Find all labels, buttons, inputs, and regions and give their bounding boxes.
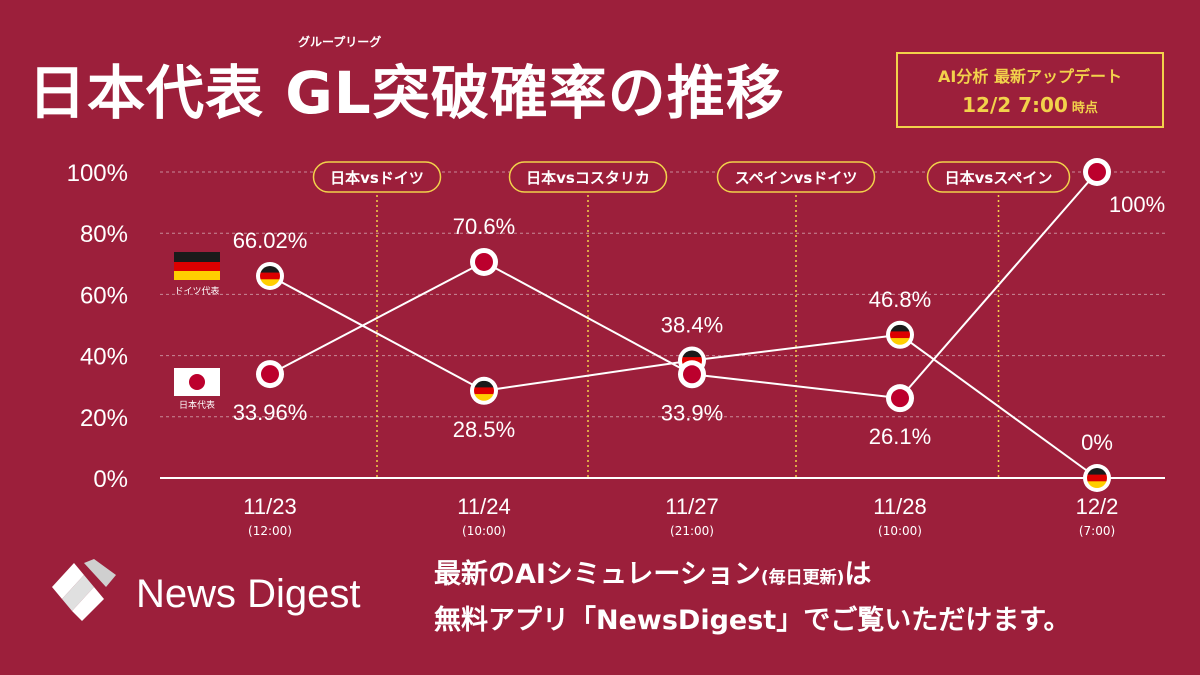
newsdigest-logo-icon — [52, 559, 116, 621]
germany-point — [470, 376, 498, 405]
x-tick-sublabel: (12:00) — [248, 524, 292, 538]
legend-japan: 日本代表 — [174, 368, 220, 411]
match-tag — [716, 161, 876, 193]
japan-flag-icon — [891, 389, 909, 408]
update-label: AI分析 最新アップデート — [938, 67, 1122, 86]
y-tick-label: 20% — [80, 405, 128, 432]
legend-label: ドイツ代表 — [174, 285, 219, 297]
match-label: スペインvsドイツ — [735, 169, 858, 187]
legend-germany: ドイツ代表 — [174, 252, 220, 297]
promo-text-a: 最新のAIシミュレーション — [434, 559, 761, 590]
title-ruby: グループリーグ — [298, 35, 382, 49]
promo-text-small: (毎日更新) — [760, 568, 845, 588]
germany-point — [886, 320, 914, 349]
y-tick-label: 60% — [80, 282, 128, 309]
match-tag — [312, 161, 442, 193]
match-label: 日本vsスペイン — [945, 169, 1053, 187]
x-tick-label: 12/2 — [1076, 494, 1119, 519]
match-label: 日本vsドイツ — [330, 169, 424, 187]
x-tick-label: 11/27 — [665, 494, 718, 519]
data-label: 100% — [1109, 192, 1165, 217]
update-badge: AI分析 最新アップデート 12/2 7:00 時点 — [896, 52, 1164, 128]
data-label: 33.9% — [661, 400, 723, 425]
data-label: 28.5% — [453, 417, 515, 442]
promo-line-2: 無料アプリ「NewsDigest」でご覧いただけます。 — [434, 605, 1071, 636]
japan-flag-icon — [475, 252, 493, 271]
x-tick-sublabel: (10:00) — [462, 524, 506, 538]
x-tick-label: 11/24 — [457, 494, 510, 519]
germany-point — [1083, 464, 1111, 492]
x-tick-sublabel: (10:00) — [878, 524, 922, 538]
y-tick-label: 40% — [80, 344, 128, 371]
data-label: 66.02% — [233, 228, 308, 253]
data-label: 0% — [1081, 430, 1113, 455]
germany-flag-icon — [174, 252, 220, 262]
probability-chart: 100% 80% 60% 40% 20% 0% 日本vsドイツ 日本vsコスタリカ スペインvs… — [67, 158, 1165, 538]
data-label: 26.1% — [869, 424, 931, 449]
germany-flag-icon — [260, 265, 280, 286]
promo-line-1: 最新のAIシミュレーション(毎日更新)は — [434, 552, 1194, 591]
x-tick-sublabel: (7:00) — [1079, 524, 1115, 538]
match-tag — [508, 161, 668, 193]
japan-point — [678, 360, 706, 389]
update-time: 12/2 7:00 — [962, 93, 1068, 117]
x-tick-label: 11/23 — [243, 494, 296, 519]
x-tick-sublabel: (21:00) — [670, 524, 714, 538]
x-tick-label: 11/28 — [873, 494, 926, 519]
logo-text: News Digest — [136, 572, 361, 616]
germany-point — [256, 261, 284, 290]
y-tick-label: 100% — [67, 160, 128, 187]
y-tick-label: 0% — [93, 466, 128, 493]
legend-label: 日本代表 — [179, 399, 215, 411]
data-label: 38.4% — [661, 312, 723, 337]
japan-point — [256, 360, 284, 389]
promo-text-b: は — [844, 559, 872, 590]
data-label: 33.96% — [233, 400, 308, 425]
germany-flag-icon — [890, 324, 910, 345]
data-label: 46.8% — [869, 287, 931, 312]
japan-flag-icon — [261, 365, 279, 384]
germany-flag-icon — [474, 380, 494, 401]
japan-point — [470, 247, 498, 276]
japan-flag-icon — [1088, 163, 1106, 181]
page-title: 日本代表 GL突破確率の推移 — [28, 59, 785, 127]
germany-flag-icon — [1087, 468, 1107, 488]
update-suffix: 時点 — [1071, 101, 1098, 116]
match-label: 日本vsコスタリカ — [526, 169, 650, 187]
data-label: 70.6% — [453, 214, 515, 239]
japan-point — [886, 384, 914, 413]
japan-flag-icon — [683, 365, 701, 384]
match-tag — [926, 161, 1071, 193]
y-tick-label: 80% — [80, 221, 128, 248]
update-time-row: 12/2 7:00 時点 — [898, 93, 1162, 117]
japan-point — [1083, 158, 1111, 186]
